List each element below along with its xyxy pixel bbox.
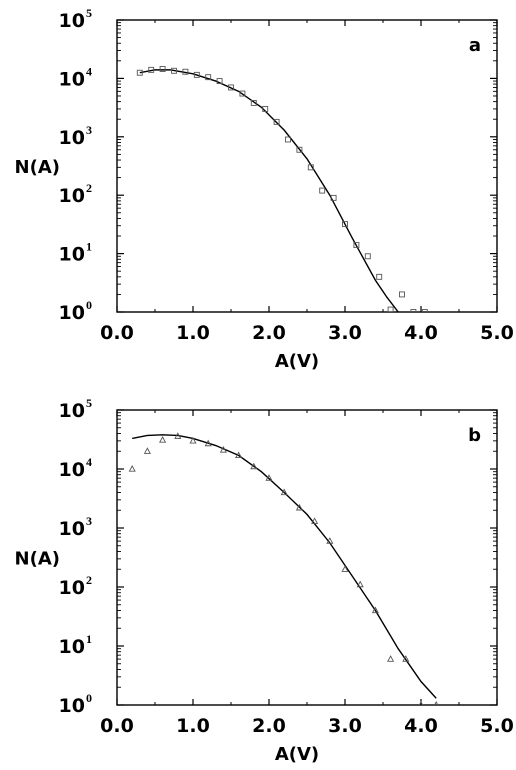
x-tick-label: 0.0: [100, 322, 134, 344]
x-tick-label: 0.0: [100, 715, 134, 737]
data-point: [319, 187, 326, 194]
y-tick-exponent: 0: [86, 691, 92, 705]
data-point: [205, 74, 212, 81]
data-point: [330, 194, 337, 201]
y-tick-label: 10: [59, 10, 85, 32]
data-point: [418, 701, 424, 705]
y-tick-exponent: 5: [86, 396, 92, 410]
data-point: [250, 462, 258, 470]
y-tick-label: 10: [59, 695, 85, 717]
data-point: [356, 580, 364, 588]
data-point: [285, 136, 291, 143]
y-tick-exponent: 1: [86, 632, 92, 646]
data-point: [219, 446, 227, 453]
data-point: [341, 565, 349, 572]
data-point: [280, 488, 288, 496]
x-tick-label: 5.0: [480, 715, 514, 737]
plot-area: [128, 432, 439, 705]
fit-curve: [139, 69, 399, 312]
y-tick-label: 10: [59, 400, 85, 422]
x-tick-label: 4.0: [404, 715, 438, 737]
y-tick-exponent: 2: [86, 573, 92, 587]
y-tick-exponent: 4: [86, 64, 92, 78]
x-tick-label: 5.0: [480, 322, 514, 344]
y-tick-label: 10: [59, 518, 85, 540]
x-tick-label: 4.0: [404, 322, 438, 344]
data-point: [159, 436, 167, 443]
y-axis-label: N(A): [15, 157, 60, 178]
data-point: [410, 309, 417, 312]
data-point: [250, 99, 257, 106]
x-axis-label: A(V): [275, 351, 319, 372]
panel-label: a: [469, 35, 481, 56]
data-point: [136, 69, 143, 76]
y-tick-label: 10: [59, 636, 85, 658]
data-point: [296, 146, 303, 153]
data-point: [326, 537, 334, 544]
data-point: [189, 436, 197, 444]
x-tick-label: 3.0: [328, 715, 362, 737]
data-point: [371, 606, 379, 614]
plot-frame: [116, 409, 498, 706]
y-tick-exponent: 1: [86, 240, 92, 254]
data-point: [387, 655, 395, 662]
x-tick-label: 3.0: [328, 322, 362, 344]
x-tick-label: 2.0: [252, 322, 286, 344]
y-tick-exponent: 0: [86, 298, 92, 312]
y-tick-label: 10: [59, 127, 85, 149]
data-point: [399, 291, 405, 298]
data-point: [204, 439, 212, 447]
data-point: [193, 71, 200, 78]
data-point: [342, 221, 348, 228]
y-tick-label: 10: [59, 244, 85, 266]
data-point: [273, 118, 280, 125]
x-tick-label: 1.0: [176, 715, 210, 737]
plot-area: [136, 66, 428, 312]
data-point: [353, 242, 360, 249]
y-tick-exponent: 5: [86, 6, 92, 20]
y-tick-exponent: 3: [86, 123, 92, 137]
data-point: [311, 517, 319, 524]
data-point: [307, 164, 314, 171]
data-point: [235, 451, 243, 459]
data-point: [182, 68, 189, 75]
data-point: [402, 655, 410, 662]
y-tick-label: 10: [59, 302, 85, 324]
data-point: [228, 84, 234, 91]
y-tick-exponent: 3: [86, 514, 92, 528]
data-point: [262, 105, 269, 112]
data-point: [295, 503, 303, 511]
plot-frame: [116, 19, 498, 313]
fit-curve: [132, 434, 437, 699]
data-point: [159, 66, 166, 72]
x-axis-label: A(V): [275, 744, 319, 765]
data-point: [216, 78, 223, 85]
data-point: [143, 447, 151, 454]
y-tick-exponent: 4: [86, 455, 92, 469]
data-point: [128, 465, 136, 472]
data-point: [174, 432, 182, 439]
y-tick-label: 10: [59, 68, 85, 90]
y-tick-label: 10: [59, 459, 85, 481]
y-tick-label: 10: [59, 185, 85, 207]
data-point: [265, 474, 273, 481]
data-point: [364, 253, 371, 260]
data-point: [171, 67, 177, 74]
data-point: [239, 90, 246, 97]
data-point: [148, 66, 155, 73]
data-point: [387, 306, 394, 312]
data-point: [434, 701, 439, 705]
data-point: [421, 309, 428, 312]
y-axis-label: N(A): [15, 549, 60, 570]
data-point: [376, 273, 383, 280]
y-tick-label: 10: [59, 577, 85, 599]
panel-label: b: [468, 425, 481, 446]
x-tick-label: 1.0: [176, 322, 210, 344]
y-tick-exponent: 2: [86, 181, 92, 195]
x-tick-label: 2.0: [252, 715, 286, 737]
